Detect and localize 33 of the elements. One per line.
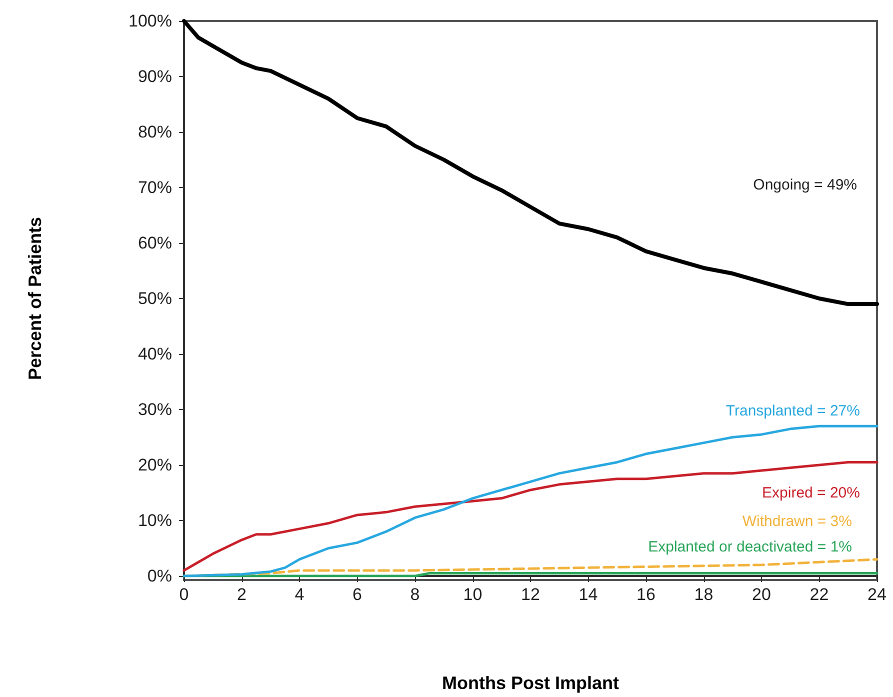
y-tick-label: 10% [138,511,172,530]
text: Ongoing = 49% [753,176,857,194]
line-series [182,460,878,572]
series-label: Explanted or deactivated = 1% [648,538,852,556]
y-tick-label: 80% [138,122,172,142]
line-series [182,19,879,306]
y-tick-label: 30% [138,400,172,419]
text: Withdrawn = 3% [742,512,852,530]
y-tick-label: 50% [138,289,172,308]
y-tick-label: 60% [138,234,172,252]
x-tick-label: 16 [636,585,656,604]
x-tick-label: 8 [410,585,420,604]
y-tick-label: 0% [147,566,172,586]
series-label: Expired = 20% [762,484,860,502]
y-tick-label: 40% [138,344,172,364]
x-tick-label: 0 [179,585,189,604]
y-tick-label: 70% [138,178,172,197]
x-tick-label: 20 [752,585,771,604]
x-axis-title: Months Post Implant [442,673,619,693]
x-tick-label: 18 [694,585,714,604]
y-tick-label: 20% [138,456,172,474]
y-tick-label: 90% [138,67,172,86]
x-tick-label: 22 [810,585,829,604]
x-tick-label: 6 [352,585,362,604]
y-axis-title: Percent of Patients [25,216,45,380]
x-tick-label: 12 [521,585,540,604]
series-label: Transplanted = 27% [726,402,860,420]
x-tick-label: 4 [294,585,304,604]
x-tick-label: 10 [463,585,482,604]
x-tick-label: 2 [237,585,246,604]
x-tick-label: 14 [578,585,598,604]
y-tick-label: 100% [128,12,172,30]
x-tick-label: 24 [868,585,886,604]
